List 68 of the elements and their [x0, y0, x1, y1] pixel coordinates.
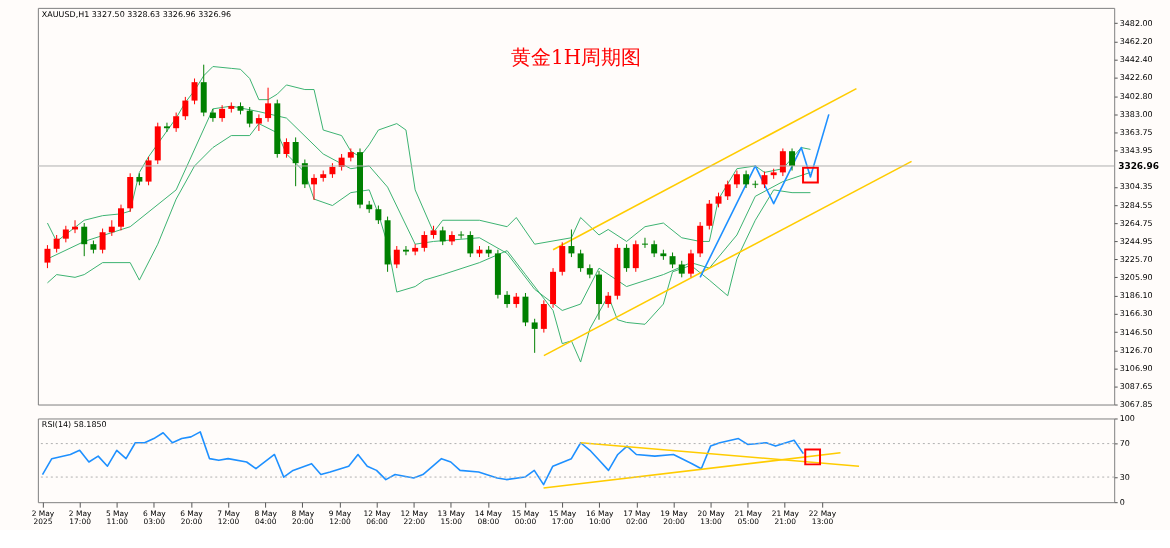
candlestick — [623, 243, 630, 273]
candlestick — [458, 230, 465, 240]
candlestick — [81, 222, 88, 257]
candlestick — [191, 77, 198, 105]
candlestick — [209, 108, 216, 123]
candlestick — [283, 137, 290, 159]
y-tick-label: 3067.85 — [1119, 400, 1153, 410]
y-tick-label: 3304.35 — [1119, 182, 1153, 192]
y-tick-label: 3462.20 — [1119, 36, 1153, 46]
line-series — [699, 113, 830, 279]
candlestick — [99, 228, 106, 254]
candlestick — [219, 104, 226, 123]
candlestick — [182, 96, 189, 121]
candlestick — [706, 199, 713, 230]
candlestick — [393, 245, 400, 269]
y-tick-label: 3087.65 — [1119, 381, 1153, 391]
candlestick — [311, 173, 318, 201]
candlestick — [255, 113, 262, 132]
annotation: RSI(14) 58.1850 — [41, 420, 107, 430]
y-tick-label: 3186.10 — [1119, 291, 1153, 301]
candlestick — [402, 245, 409, 256]
y-tick-label: 3146.50 — [1119, 327, 1153, 337]
candlestick — [568, 228, 575, 258]
candlestick — [467, 230, 474, 258]
y-tick-label: 3244.95 — [1119, 236, 1153, 246]
annotation: XAUUSD,H1 3327.50 3328.63 3326.96 3326.96 — [41, 9, 232, 19]
y-tick-label: 3126.70 — [1119, 345, 1153, 355]
y-tick-label: 3383.00 — [1119, 109, 1153, 119]
candlestick — [301, 159, 308, 189]
y-tick-label: 3166.30 — [1119, 309, 1153, 319]
y-tick-label: 3205.90 — [1119, 272, 1153, 282]
y-tick-label: 30 — [1119, 472, 1130, 482]
y-tick-label: 3442.40 — [1119, 55, 1153, 65]
candlestick — [789, 147, 796, 172]
candlestick — [44, 244, 51, 269]
candlestick — [163, 122, 170, 133]
y-tick-label: 3284.55 — [1119, 200, 1153, 210]
candlestick — [448, 230, 455, 246]
y-tick-label: 3106.90 — [1119, 364, 1153, 374]
candlestick — [531, 318, 538, 354]
candlestick — [118, 204, 124, 231]
candlestick — [292, 136, 299, 187]
candlestick — [577, 249, 584, 273]
y-tick-label: 3402.80 — [1119, 91, 1153, 101]
y-tick-label: 3343.95 — [1119, 145, 1153, 155]
candlestick — [779, 147, 786, 177]
candlestick — [421, 230, 428, 253]
candlestick — [145, 156, 152, 186]
candlestick — [504, 290, 511, 309]
candlestick — [439, 226, 446, 246]
y-tick-label: 3264.75 — [1119, 218, 1153, 228]
candlestick — [375, 205, 382, 225]
candlestick — [641, 237, 648, 249]
text: 黄金1H周期图 — [511, 45, 642, 69]
candlestick — [632, 240, 639, 273]
y-tick-label: 100 — [1119, 413, 1135, 423]
ref-line-label: 3326.96 — [1118, 160, 1159, 171]
y-tick-label: 3422.60 — [1119, 73, 1153, 83]
candlestick — [265, 87, 272, 123]
candlestick — [173, 112, 180, 133]
y-tick-label: 3482.00 — [1119, 18, 1153, 28]
y-tick-label: 3225.70 — [1119, 254, 1153, 264]
y-tick-label: 0 — [1119, 497, 1125, 507]
y-tick-label: 70 — [1119, 439, 1130, 449]
candlestick — [246, 106, 253, 128]
y-tick-label: 3363.75 — [1119, 127, 1153, 137]
candlestick — [687, 249, 694, 278]
candlestick — [724, 180, 731, 201]
